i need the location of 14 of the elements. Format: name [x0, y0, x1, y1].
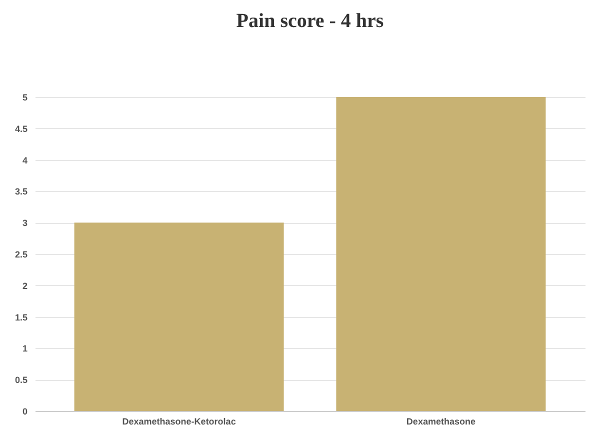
y-tick-label: 0.5 [14, 375, 28, 386]
y-tick-label: 2.5 [14, 250, 28, 260]
y-tick-label: 2 [22, 280, 28, 291]
y-tick-label: 0 [22, 406, 28, 416]
x-tick-label: Dexamethasone-Ketorolac [122, 416, 236, 426]
y-tick-label: 4.5 [14, 124, 28, 134]
y-tick-label: 4 [22, 155, 28, 166]
x-tick-label: Dexamethasone [406, 416, 476, 426]
y-tick-label: 1 [22, 344, 28, 354]
y-tick-label: 3 [22, 218, 28, 228]
chart-title: Pain score - 4 hrs [236, 10, 384, 32]
y-tick-label: 1.5 [14, 312, 28, 322]
y-tick-label: 5 [22, 92, 28, 102]
y-tick-label: 3.5 [14, 186, 28, 197]
